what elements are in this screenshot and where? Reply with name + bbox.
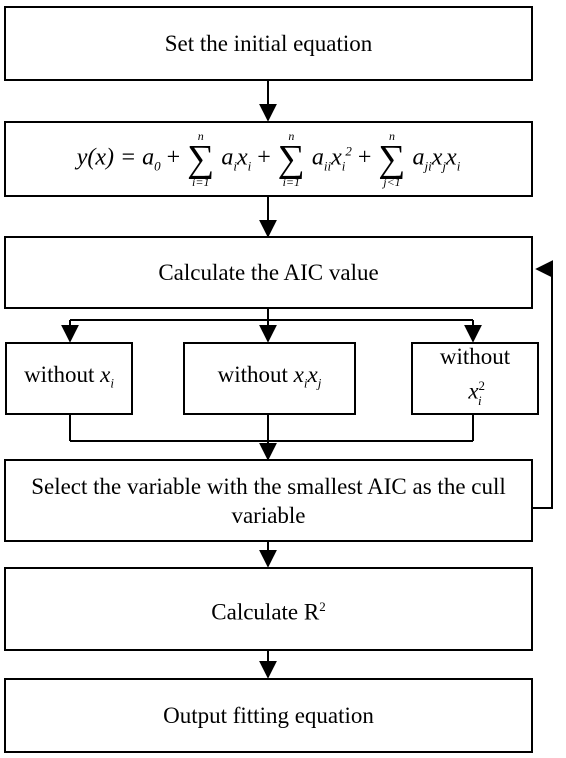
r2-box: Calculate R2 xyxy=(4,567,533,651)
select-variable-box: Select the variable with the smallest AI… xyxy=(4,459,533,542)
branch-without-xixj: without xixj xyxy=(183,342,356,415)
equation-formula: y(x) = a0 + n ∑ i=1 aixi + n ∑ i=1 aiixi2 + … xyxy=(76,129,461,189)
initial-equation-box: Set the initial equation xyxy=(4,6,533,81)
output-equation-box: Output fitting equation xyxy=(4,678,533,753)
branch-without-xi: without xi xyxy=(5,342,133,415)
aic-label: Calculate the AIC value xyxy=(158,260,379,285)
branch-without-xi-squared-label: without x2i xyxy=(439,344,511,408)
r2-label: Calculate R2 xyxy=(211,598,326,625)
equation-box: y(x) = a0 + n ∑ i=1 aixi + n ∑ i=1 aiixi2 + … xyxy=(4,121,533,197)
initial-equation-label: Set the initial equation xyxy=(164,31,373,56)
aic-box: Calculate the AIC value xyxy=(4,236,533,309)
branch-without-xi-label: without xi xyxy=(24,361,114,391)
feedback-loop xyxy=(533,260,554,509)
branch-without-xixj-label: without xixj xyxy=(217,361,322,391)
output-equation-label: Output fitting equation xyxy=(163,703,374,728)
branch-without-xi-squared: without x2i xyxy=(411,342,539,415)
select-variable-label: Select the variable with the smallest AI… xyxy=(31,473,506,528)
